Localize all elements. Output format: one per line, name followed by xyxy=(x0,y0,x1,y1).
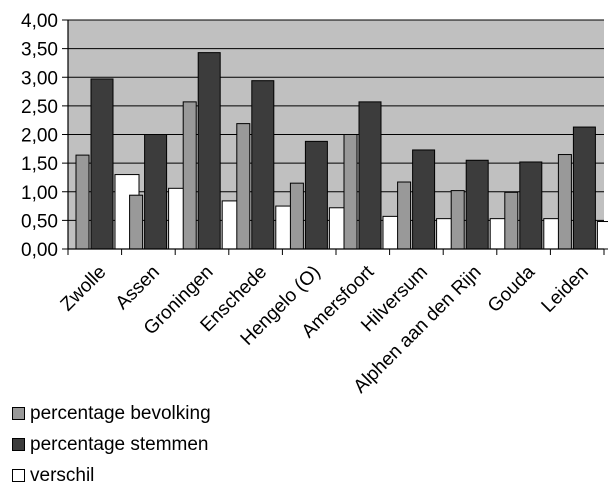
legend: percentage bevolking percentage stemmen … xyxy=(12,398,211,491)
legend-item-stemmen: percentage stemmen xyxy=(12,429,211,460)
bar-bevolking xyxy=(75,154,90,250)
bar-stemmen xyxy=(304,140,328,250)
x-tick-label: Zwolle xyxy=(57,262,111,316)
bar-bevolking xyxy=(236,123,251,250)
legend-label-bevolking: percentage bevolking xyxy=(30,402,211,424)
legend-item-verschil: verschil xyxy=(12,460,211,491)
bar-stemmen xyxy=(251,80,275,250)
bar-bevolking xyxy=(450,190,465,250)
y-tick-label: 4,00 xyxy=(21,11,58,32)
x-tick-label: Leiden xyxy=(538,262,593,317)
x-tick-label: Assen xyxy=(112,262,164,314)
bar-bevolking xyxy=(504,191,519,250)
bars xyxy=(75,52,608,250)
y-tick-label: 1,00 xyxy=(21,183,58,204)
y-tick-label: 2,50 xyxy=(21,97,58,118)
bar-stemmen xyxy=(197,52,221,250)
bar-stemmen xyxy=(519,161,543,250)
y-tick-label: 3,00 xyxy=(21,68,58,89)
y-tick-labels: 0,00 0,50 1,00 1,50 2,00 2,50 3,00 3,50 4,00 xyxy=(21,11,58,261)
bar-bevolking xyxy=(557,154,572,250)
legend-swatch-stemmen xyxy=(12,438,25,451)
bar-stemmen xyxy=(90,78,114,250)
bar-stemmen xyxy=(144,134,168,250)
legend-label-stemmen: percentage stemmen xyxy=(30,433,209,455)
bar-bevolking xyxy=(343,134,358,250)
axes xyxy=(62,19,605,255)
x-tick-label: Gouda xyxy=(484,261,539,316)
y-tick-label: 0,00 xyxy=(21,240,58,261)
bar-stemmen xyxy=(412,149,436,250)
bar-bevolking xyxy=(289,182,304,250)
legend-label-verschil: verschil xyxy=(30,464,95,486)
bar-stemmen xyxy=(572,126,596,250)
bar-verschil xyxy=(596,221,608,250)
bar-stemmen xyxy=(465,159,489,250)
legend-swatch-bevolking xyxy=(12,407,25,420)
bar-bevolking xyxy=(129,194,144,250)
bar-bevolking xyxy=(397,181,412,250)
legend-swatch-verschil xyxy=(12,469,25,482)
bar-stemmen xyxy=(358,101,382,250)
legend-item-bevolking: percentage bevolking xyxy=(12,398,211,429)
bar-bevolking xyxy=(182,101,197,250)
y-tick-label: 0,50 xyxy=(21,211,58,232)
y-tick-label: 3,50 xyxy=(21,40,58,61)
y-tick-label: 2,00 xyxy=(21,126,58,147)
y-tick-label: 1,50 xyxy=(21,154,58,175)
